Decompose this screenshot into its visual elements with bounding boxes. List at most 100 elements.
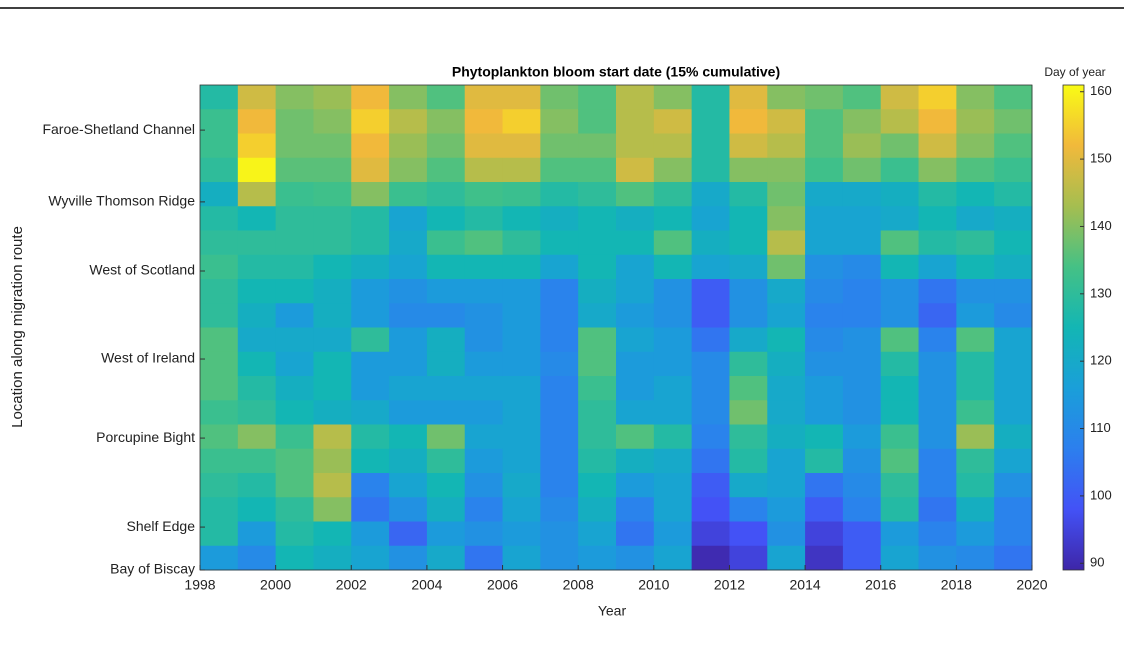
heatmap-cell xyxy=(464,133,504,159)
heatmap-cell xyxy=(426,279,466,304)
heatmap-cell xyxy=(578,400,617,425)
colorbar-tick-label: 90 xyxy=(1090,555,1104,570)
heatmap-cell xyxy=(389,400,428,425)
heatmap-cell xyxy=(994,230,1033,256)
heatmap-cell xyxy=(578,157,617,183)
heatmap-cell xyxy=(578,303,617,328)
heatmap-cell xyxy=(351,376,390,401)
heatmap-cell xyxy=(426,157,466,183)
colorbar-tick-label: 130 xyxy=(1090,285,1112,300)
heatmap-cell xyxy=(313,206,352,231)
heatmap-cell xyxy=(842,521,882,547)
heatmap-cell xyxy=(351,254,390,280)
heatmap-cell xyxy=(200,376,239,401)
heatmap-cell xyxy=(464,85,504,110)
heatmap-cell xyxy=(805,230,844,256)
y-tick-label: Wyville Thomson Ridge xyxy=(48,193,195,209)
heatmap-cell xyxy=(578,351,617,377)
heatmap-cell xyxy=(880,157,920,183)
heatmap-cell xyxy=(464,327,504,353)
heatmap-cell xyxy=(502,327,541,353)
heatmap-cell xyxy=(426,400,466,425)
heatmap-cell xyxy=(426,424,466,450)
heatmap-cell xyxy=(578,85,617,110)
heatmap-cell xyxy=(351,351,390,377)
heatmap-cell xyxy=(502,351,541,377)
heatmap-cell xyxy=(956,303,995,328)
heatmap-cell xyxy=(691,279,730,304)
heatmap-cell xyxy=(540,545,579,571)
heatmap-cell xyxy=(918,182,957,207)
heatmap-cell xyxy=(616,109,655,134)
heatmap-cell xyxy=(805,157,844,183)
heatmap-cell xyxy=(767,279,806,304)
heatmap-cell xyxy=(351,448,390,474)
heatmap-cell xyxy=(313,85,352,110)
heatmap-cell xyxy=(502,521,541,547)
heatmap-cell xyxy=(426,85,466,110)
heatmap-cell xyxy=(351,206,390,231)
heatmap-cell xyxy=(994,157,1033,183)
heatmap-cell xyxy=(842,230,882,256)
heatmap-cell xyxy=(313,351,352,377)
heatmap-cell xyxy=(502,206,541,231)
heatmap-cell xyxy=(351,133,390,159)
heatmap-cell xyxy=(994,182,1033,207)
heatmap-cell xyxy=(275,473,314,498)
heatmap-cell xyxy=(918,424,957,450)
heatmap-cell xyxy=(880,109,920,134)
heatmap-cell xyxy=(842,448,882,474)
heatmap-cell xyxy=(729,521,768,547)
heatmap-cell xyxy=(237,351,277,377)
heatmap-cell xyxy=(653,448,693,474)
heatmap-cell xyxy=(540,448,579,474)
heatmap-cell xyxy=(767,351,806,377)
x-tick-label: 2000 xyxy=(260,577,291,593)
heatmap-cell xyxy=(351,545,390,571)
heatmap-cell xyxy=(729,376,768,401)
x-tick-label: 2020 xyxy=(1016,577,1047,593)
heatmap-cell xyxy=(351,230,390,256)
heatmap-cell xyxy=(616,376,655,401)
heatmap-cell xyxy=(880,473,920,498)
heatmap-cell xyxy=(237,157,277,183)
heatmap-cell xyxy=(578,521,617,547)
heatmap-cell xyxy=(956,230,995,256)
heatmap-cell xyxy=(880,254,920,280)
heatmap-cell xyxy=(956,109,995,134)
heatmap-cell xyxy=(200,473,239,498)
heatmap-cell xyxy=(842,182,882,207)
heatmap-cell xyxy=(767,85,806,110)
heatmap-cell xyxy=(616,400,655,425)
heatmap-cell xyxy=(200,85,239,110)
heatmap-cell xyxy=(729,157,768,183)
heatmap-cell xyxy=(918,279,957,304)
heatmap-cell xyxy=(502,133,541,159)
heatmap-cell xyxy=(464,303,504,328)
heatmap-cell xyxy=(313,157,352,183)
heatmap-cell xyxy=(426,109,466,134)
x-tick-label: 2010 xyxy=(638,577,669,593)
heatmap-cell xyxy=(691,376,730,401)
heatmap-cell xyxy=(313,424,352,450)
heatmap-cell xyxy=(502,400,541,425)
heatmap-cell xyxy=(918,448,957,474)
heatmap-cell xyxy=(237,206,277,231)
heatmap-cell xyxy=(994,303,1033,328)
heatmap-cell xyxy=(237,400,277,425)
heatmap-cell xyxy=(464,351,504,377)
heatmap-cell xyxy=(237,254,277,280)
heatmap-cell xyxy=(502,545,541,571)
heatmap-cell xyxy=(767,230,806,256)
heatmap-cell xyxy=(313,182,352,207)
heatmap-cell xyxy=(653,109,693,134)
heatmap-cell xyxy=(275,157,314,183)
heatmap-cell xyxy=(956,400,995,425)
heatmap-cell xyxy=(389,327,428,353)
heatmap-cell xyxy=(578,109,617,134)
heatmap-cell xyxy=(502,303,541,328)
heatmap-cell xyxy=(275,424,314,450)
x-tick-label: 1998 xyxy=(184,577,215,593)
heatmap-cell xyxy=(502,424,541,450)
